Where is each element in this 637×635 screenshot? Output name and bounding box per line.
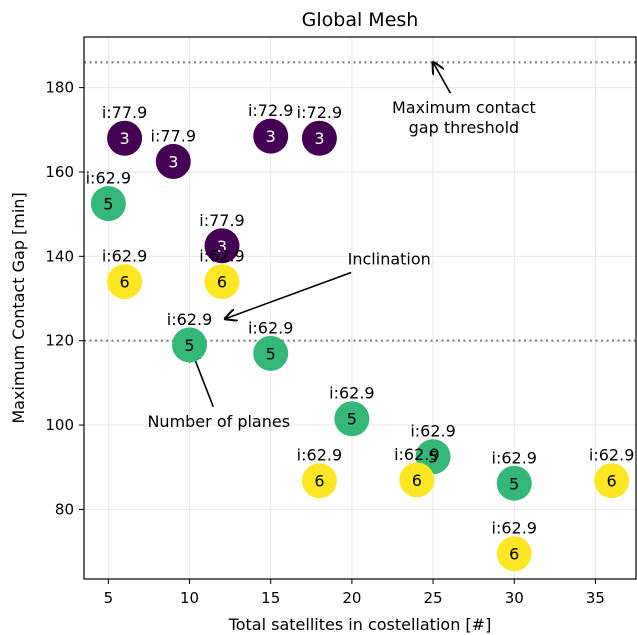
planes-label: 6 [509, 545, 519, 564]
scatter-point: 5 [90, 186, 126, 222]
inclination-label: i:62.9 [199, 247, 244, 266]
planes-label: 3 [314, 129, 324, 148]
point-marker [594, 463, 630, 499]
planes-label: 6 [217, 273, 227, 292]
inclination-label: i:62.9 [410, 422, 455, 441]
inclination-label: i:62.9 [297, 446, 342, 465]
x-axis-label: Total satellites in costellation [#] [228, 615, 492, 634]
planes-label: 6 [119, 273, 129, 292]
point-marker [496, 465, 532, 501]
x-tick-label: 35 [586, 589, 605, 607]
planes-label: 5 [103, 195, 113, 214]
inclination-label: i:77.9 [199, 211, 244, 230]
x-tick-label: 10 [180, 589, 199, 607]
reference-lines [84, 61, 636, 342]
annotation-text: gap threshold [409, 118, 520, 137]
inclination-label: i:77.9 [102, 103, 147, 122]
x-tick-label: 30 [505, 589, 524, 607]
inclination-label: i:62.9 [102, 247, 147, 266]
point-marker [90, 186, 126, 222]
point-marker [399, 462, 435, 498]
inclination-labels: i:77.9i:77.9i:72.9 i:72.9i:77.9i:62.9i:62… [86, 101, 635, 538]
inclination-label: i:62.9 [492, 448, 537, 467]
scatter-point: 6 [594, 463, 630, 499]
point-marker [107, 264, 143, 300]
x-tick-label: 20 [342, 589, 361, 607]
planes-label: 3 [119, 129, 129, 148]
scatter-point: 3 [155, 143, 191, 179]
inclination-label: i:62.9 [86, 169, 131, 188]
annotation-arrow [433, 62, 452, 94]
scatter-point: 3 [107, 120, 143, 156]
annotation-text: Inclination [348, 249, 431, 268]
inclination-label: i:62.9 [492, 519, 537, 538]
point-marker [301, 120, 337, 156]
annotation: Inclination [225, 249, 431, 318]
y-tick-label: 140 [45, 247, 74, 265]
scatter-point: 6 [399, 462, 435, 498]
planes-label: 6 [412, 471, 422, 490]
point-marker [301, 463, 337, 499]
scatter-point: 6 [204, 264, 240, 300]
scatter-point: 5 [253, 335, 289, 371]
y-tick-label: 160 [45, 163, 74, 181]
scatter-point: 5 [172, 327, 208, 363]
y-tick-label: 80 [55, 500, 74, 518]
scatter-point: 5 [496, 465, 532, 501]
scatter-point: 6 [496, 536, 532, 572]
scatter-point: 3 [204, 228, 240, 264]
point-marker [253, 118, 289, 154]
y-tick-label: 100 [45, 416, 74, 434]
planes-label: 6 [607, 472, 617, 491]
point-marker [334, 401, 370, 437]
planes-label: 6 [314, 472, 324, 491]
scatter-point: 3 [253, 118, 289, 154]
inclination-label: i:72.9 [297, 103, 342, 122]
point-marker [253, 335, 289, 371]
annotation-text: Maximum contact [392, 98, 536, 117]
y-tick-label: 180 [45, 79, 74, 97]
x-tick-label: 15 [261, 589, 280, 607]
inclination-label: i:62.9 [248, 318, 293, 337]
point-marker [155, 143, 191, 179]
planes-label: 5 [347, 410, 357, 429]
scatter-point: 6 [107, 264, 143, 300]
planes-label: 5 [509, 474, 519, 493]
inclination-label: i:77.9 [151, 126, 196, 145]
plot-frame [83, 36, 637, 580]
planes-label: 3 [266, 127, 276, 146]
annotation-arrow [225, 271, 352, 318]
planes-label: 5 [266, 344, 276, 363]
planes-label: 3 [217, 237, 227, 256]
inclination-label: i:72.9 [248, 101, 293, 120]
planes-label: 3 [168, 152, 178, 171]
annotation-text: Number of planes [147, 412, 290, 431]
y-axis-label: Maximum Contact Gap [min] [9, 192, 28, 423]
point-marker [172, 327, 208, 363]
x-tick-label: 5 [104, 589, 114, 607]
point-marker [204, 264, 240, 300]
inclination-label: i:62.9 [394, 445, 439, 464]
planes-label: 5 [428, 448, 438, 467]
inclination-label: i:62.9 [329, 384, 374, 403]
planes-label: 5 [184, 336, 194, 355]
point-marker [107, 120, 143, 156]
point-marker [204, 228, 240, 264]
chart-title: Global Mesh [302, 9, 419, 31]
grid [84, 37, 636, 579]
scatter-point: 6 [301, 463, 337, 499]
inclination-label: i:62.9 [167, 310, 212, 329]
scatter-point: 3 [301, 120, 337, 156]
y-tick-label: 120 [45, 332, 74, 350]
point-marker [496, 536, 532, 572]
x-tick-label: 25 [424, 589, 443, 607]
inclination-label: i:62.9 [589, 446, 634, 465]
scatter-point: 5 [334, 401, 370, 437]
